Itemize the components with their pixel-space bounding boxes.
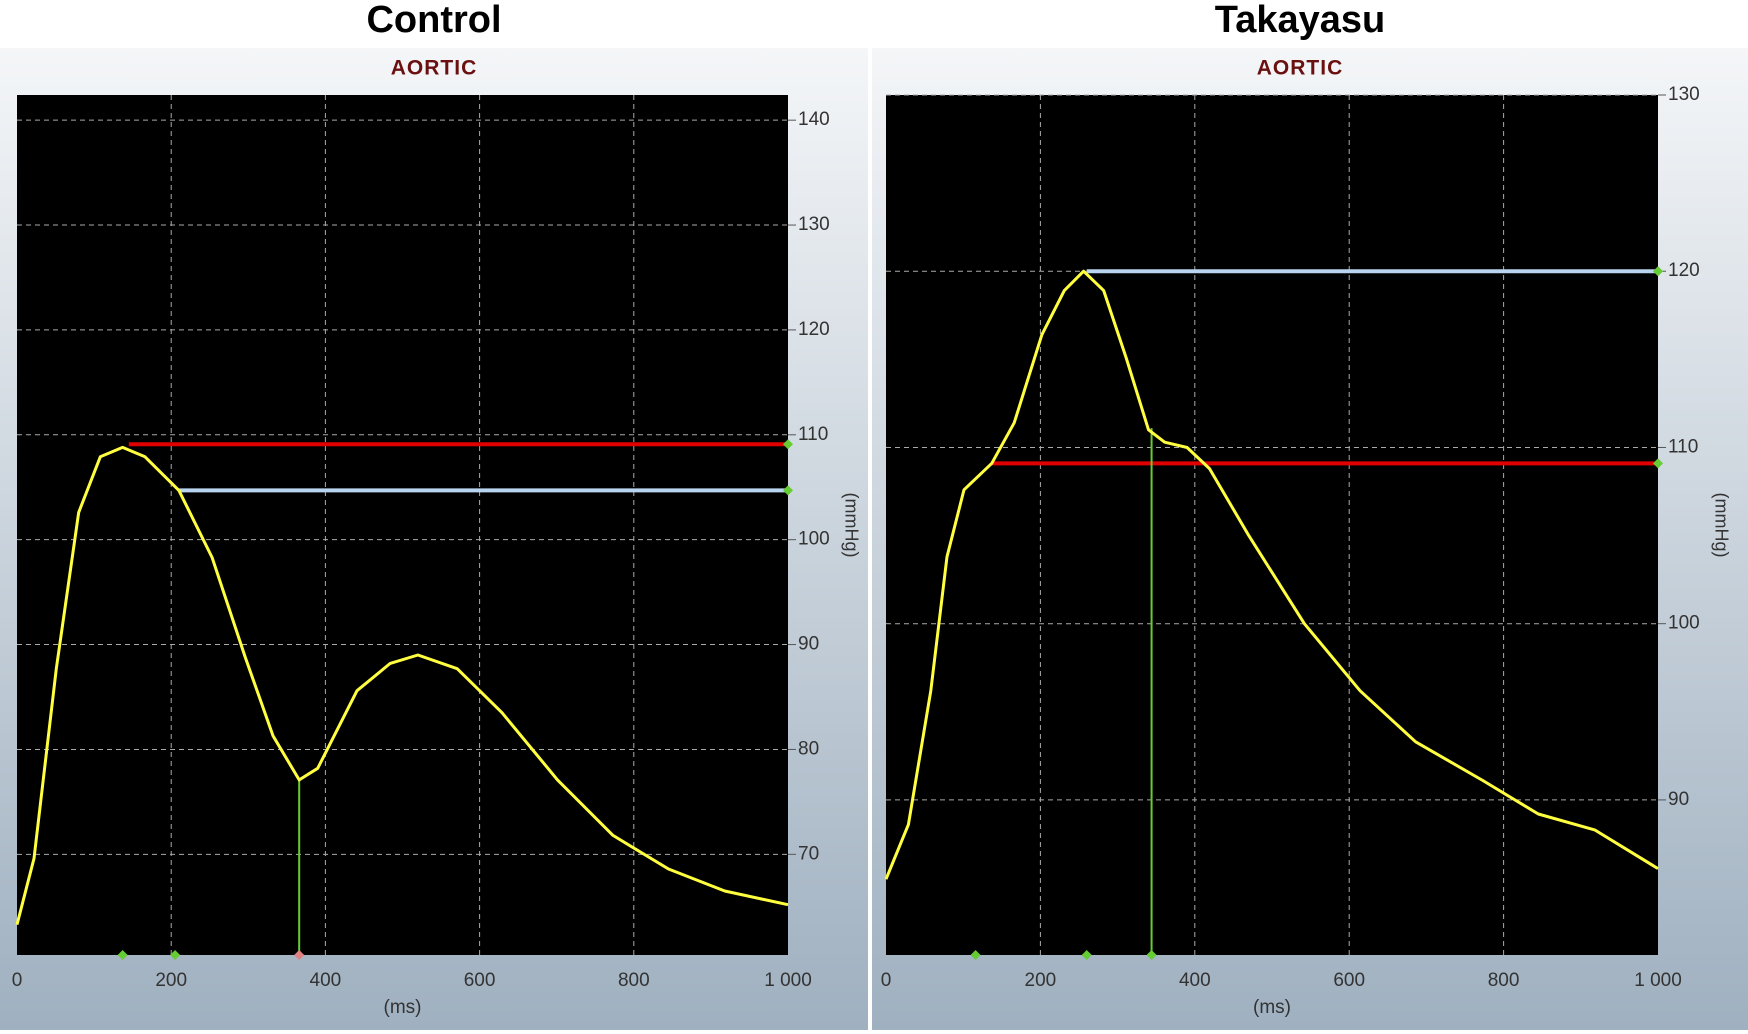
series-line <box>884 269 1659 880</box>
marker <box>1653 458 1663 469</box>
x-tick-label: 800 <box>618 970 650 991</box>
marker <box>117 950 128 960</box>
x-axis-label: (ms) <box>1253 997 1291 1018</box>
y-axis-label: (mmHg) <box>841 493 861 558</box>
x-tick-label: 400 <box>310 970 342 991</box>
x-tick-label: 400 <box>1179 970 1211 991</box>
marker <box>1653 266 1663 277</box>
chart-title: Control <box>366 0 501 41</box>
y-tick-label: 120 <box>1668 260 1700 281</box>
plot-area <box>17 95 788 955</box>
y-tick-label: 130 <box>1668 84 1700 105</box>
x-tick-label: 1 000 <box>1634 970 1682 991</box>
chart-title: Takayasu <box>1215 0 1385 41</box>
y-tick-label: 70 <box>798 843 819 864</box>
x-tick-label: 600 <box>464 970 496 991</box>
x-tick-label: 0 <box>881 970 892 991</box>
chart-subtitle: AORTIC <box>1257 57 1344 80</box>
marker <box>170 950 181 960</box>
x-tick-label: 600 <box>1333 970 1365 991</box>
y-tick-label: 130 <box>798 214 830 235</box>
marker <box>783 439 793 450</box>
marker <box>1146 950 1157 960</box>
y-tick-label: 90 <box>1668 789 1689 810</box>
x-tick-label: 1 000 <box>764 970 812 991</box>
marker <box>970 950 981 960</box>
x-tick-label: 200 <box>1025 970 1057 991</box>
x-tick-label: 200 <box>155 970 187 991</box>
x-tick-label: 800 <box>1488 970 1520 991</box>
y-tick-label: 80 <box>798 738 819 759</box>
chart-subtitle: AORTIC <box>391 57 478 80</box>
y-tick-label: 140 <box>798 109 830 130</box>
y-axis-label: (mmHg) <box>1711 493 1731 558</box>
marker <box>783 485 793 496</box>
y-tick-label: 90 <box>798 634 819 655</box>
y-tick-label: 120 <box>798 319 830 340</box>
x-axis-label: (ms) <box>384 997 422 1018</box>
x-tick-label: 0 <box>12 970 23 991</box>
y-tick-label: 100 <box>798 529 830 550</box>
series-line <box>15 445 789 925</box>
y-tick-label: 110 <box>1668 436 1698 457</box>
marker <box>294 950 305 960</box>
plot-area <box>886 95 1658 955</box>
y-tick-label: 100 <box>1668 613 1700 634</box>
marker <box>1081 950 1092 960</box>
y-tick-label: 110 <box>798 424 828 445</box>
